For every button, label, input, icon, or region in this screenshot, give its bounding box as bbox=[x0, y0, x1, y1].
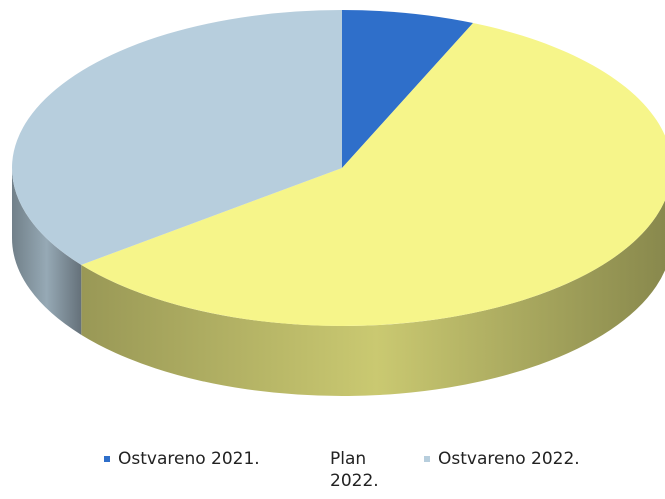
pie-slice-plan-2022 bbox=[81, 22, 665, 327]
pie-slice-ostvareno-2022 bbox=[12, 10, 342, 265]
pie-chart-svg bbox=[12, 10, 665, 396]
legend-entry-ostvareno-2022: Ostvareno 2022. bbox=[424, 448, 580, 470]
legend-marker-ostvareno-2021 bbox=[104, 456, 110, 462]
legend-label-ostvareno-2022: Ostvareno 2022. bbox=[438, 449, 580, 469]
legend-entry-ostvareno-2021: Ostvareno 2021. bbox=[104, 448, 260, 470]
pie-slice-ostvareno-2021 bbox=[342, 10, 474, 168]
legend-label-ostvareno-2021: Ostvareno 2021. bbox=[118, 449, 260, 469]
legend-entry-plan-2022: Plan 2022. bbox=[330, 448, 390, 492]
pie-side-ostvareno-2022 bbox=[12, 168, 82, 335]
legend-label-plan-2022: Plan 2022. bbox=[330, 449, 379, 491]
pie-side-plan-2022 bbox=[81, 200, 665, 396]
legend-marker-ostvareno-2022 bbox=[424, 456, 430, 462]
chart-legend: Ostvareno 2021. Plan 2022. Ostvareno 202… bbox=[0, 448, 665, 499]
